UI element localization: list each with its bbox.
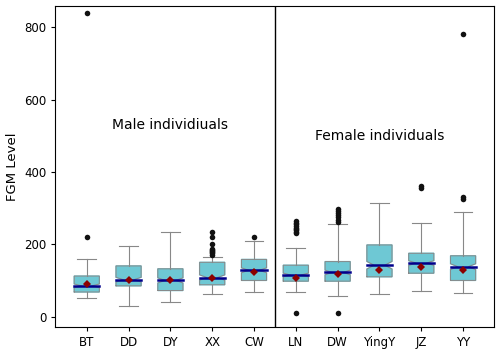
Polygon shape [284,265,308,281]
Polygon shape [408,253,434,273]
Polygon shape [74,276,100,292]
Text: Male individiuals: Male individiuals [112,118,228,132]
Polygon shape [450,256,475,280]
Polygon shape [242,260,266,280]
Polygon shape [158,269,183,290]
Polygon shape [325,262,350,281]
Text: Female individuals: Female individuals [315,129,444,143]
Polygon shape [200,262,224,285]
Polygon shape [116,266,141,286]
Polygon shape [367,245,392,277]
Y-axis label: FGM Level: FGM Level [6,132,18,201]
